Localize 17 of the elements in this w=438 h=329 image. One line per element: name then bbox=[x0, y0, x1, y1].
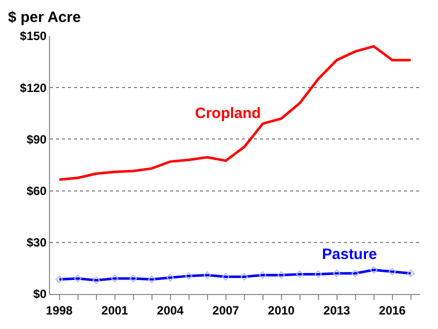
series-label: Cropland bbox=[195, 105, 261, 122]
series-label: Pasture bbox=[322, 246, 378, 263]
y-tick-label: $150 bbox=[20, 29, 47, 44]
x-tick-label: 1998 bbox=[46, 303, 73, 318]
y-tick-label: $120 bbox=[20, 80, 47, 95]
y-axis-title: $ per Acre bbox=[8, 9, 81, 26]
line-series bbox=[58, 45, 412, 181]
x-tick-label: 2004 bbox=[156, 303, 184, 318]
y-tick-label: $30 bbox=[26, 236, 47, 250]
x-tick-label: 2010 bbox=[268, 303, 295, 318]
x-tick-label: 2013 bbox=[323, 303, 350, 318]
x-tick-label: 2001 bbox=[101, 303, 128, 318]
y-tick-label: $0 bbox=[33, 287, 47, 302]
y-tick-label: $60 bbox=[26, 184, 47, 198]
x-tick-label: 2016 bbox=[378, 303, 406, 318]
x-tick-label: 2007 bbox=[212, 303, 240, 318]
y-tick-label: $90 bbox=[26, 132, 47, 146]
